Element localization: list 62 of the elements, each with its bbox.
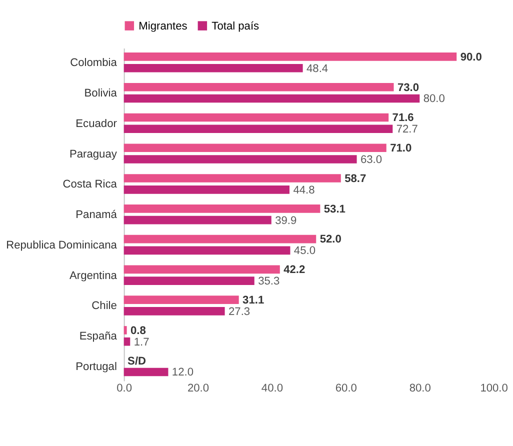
y-tick-label: Colombia (70, 57, 118, 70)
data-label: 71.6 (392, 112, 414, 124)
bar (124, 52, 457, 61)
y-tick-label: Paraguay (69, 148, 118, 160)
y-tick-label: Argentina (69, 270, 118, 282)
bar (124, 234, 316, 244)
y-tick-label: Portugal (76, 361, 117, 373)
bar (124, 296, 239, 304)
data-label: 71.0 (390, 142, 412, 155)
bar (124, 155, 357, 164)
legend-label: Total país (212, 20, 260, 32)
bar (124, 144, 386, 152)
y-tick-label: Republica Dominicana (6, 239, 118, 252)
data-label: 53.1 (324, 203, 346, 216)
data-label: 35.3 (258, 276, 280, 288)
data-label: 39.9 (275, 214, 297, 227)
data-label: 44.8 (293, 184, 315, 196)
bar (124, 204, 320, 213)
y-tick-label: Bolivia (84, 88, 118, 100)
y-tick-label: Ecuador (76, 118, 118, 130)
data-label: 48.4 (306, 62, 328, 75)
bar (124, 82, 394, 92)
bar (124, 368, 168, 376)
bar (124, 246, 290, 255)
bar (124, 64, 303, 72)
bar (124, 307, 225, 316)
data-label: 80.0 (423, 93, 445, 106)
text: S/D (128, 355, 146, 368)
bar (124, 216, 272, 224)
y-tick-label: España (79, 330, 118, 343)
data-label: 27.3 (228, 306, 250, 318)
bar (124, 276, 254, 285)
x-tick-label: 40.0 (261, 382, 283, 394)
bar (124, 186, 290, 194)
legend-label: Migrantes (138, 20, 188, 32)
bar (124, 337, 130, 346)
bar (124, 265, 280, 274)
data-label: 73.0 (397, 82, 420, 94)
bar (124, 326, 127, 334)
x-tick-label: 0.0 (116, 382, 132, 394)
bar (124, 113, 389, 122)
data-label: 42.2 (284, 264, 306, 276)
data-label: 12.0 (172, 366, 194, 379)
x-tick-label: 60.0 (335, 382, 357, 394)
data-label: 90.0 (460, 51, 482, 64)
data-label: 52.0 (320, 234, 342, 246)
bar (124, 174, 341, 182)
data-label: 72.7 (396, 124, 418, 136)
data-label: 45.0 (294, 245, 316, 258)
data-label: 1.7 (134, 336, 150, 348)
y-tick-label: Chile (92, 300, 117, 312)
bar (124, 94, 420, 103)
data-label: 31.1 (242, 294, 264, 307)
data-label: 0.8 (130, 324, 146, 337)
x-tick-label: 80.0 (409, 382, 431, 394)
data-label: 63.0 (360, 154, 382, 166)
data-label: 58.7 (344, 172, 366, 185)
bar (124, 124, 393, 134)
x-tick-label: 100.0 (480, 382, 508, 394)
y-tick-label: Panamá (76, 209, 118, 222)
x-tick-label: 20.0 (187, 382, 210, 394)
y-tick-label: Costa Rica (62, 178, 118, 191)
